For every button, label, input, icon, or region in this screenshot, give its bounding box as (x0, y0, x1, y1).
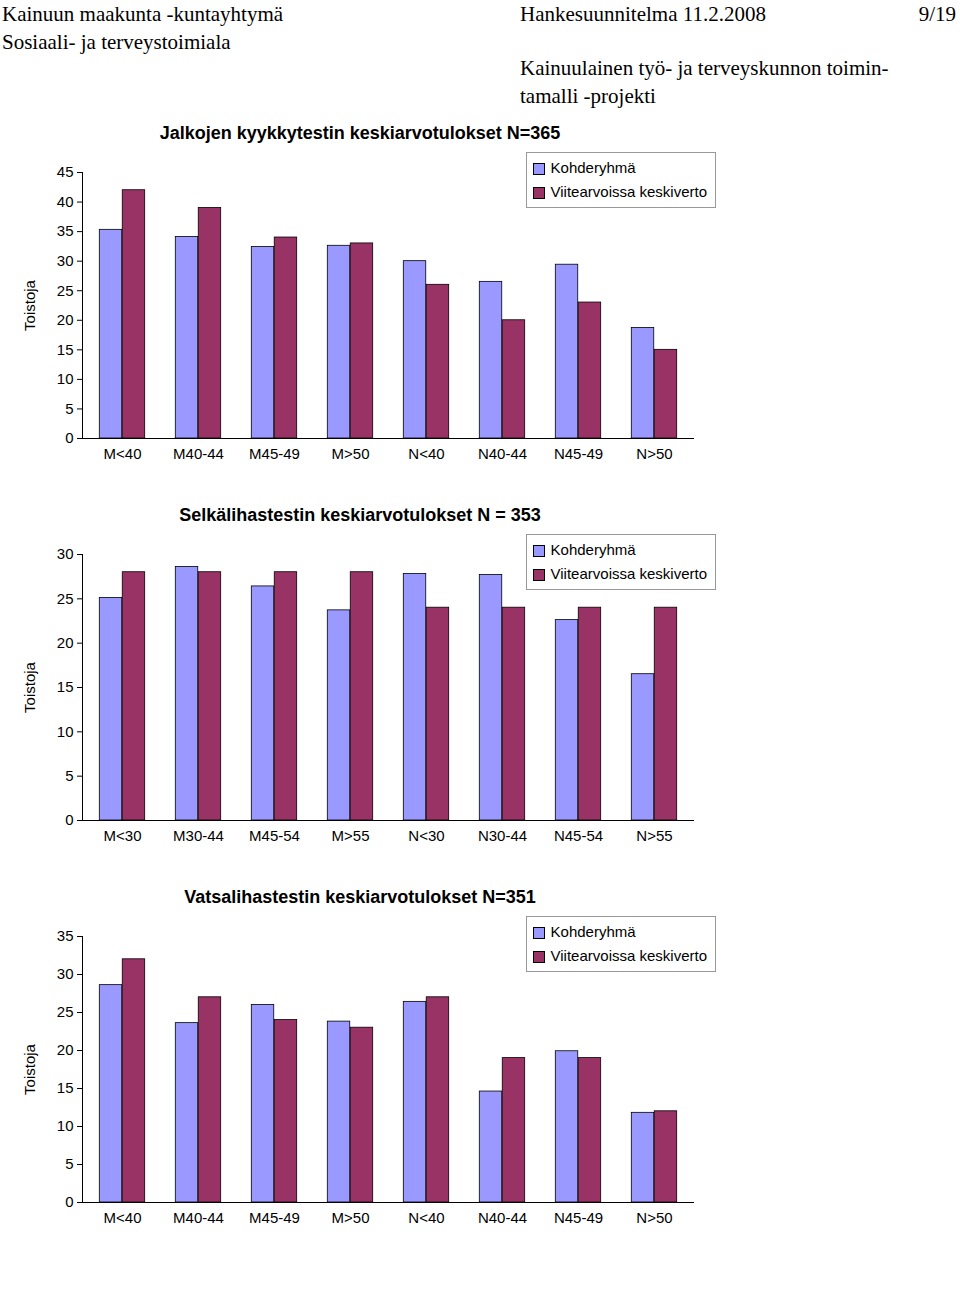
svg-text:M<40: M<40 (104, 1209, 142, 1226)
svg-text:N40-44: N40-44 (478, 1209, 527, 1226)
svg-text:N<30: N<30 (408, 827, 444, 844)
svg-text:M>50: M>50 (332, 1209, 370, 1226)
html-text:Kohderyhmä: Kohderyhmä (550, 923, 636, 940)
svg-text:M>50: M>50 (332, 445, 370, 462)
html-text:Kohderyhmä: Kohderyhmä (550, 541, 636, 558)
svg-text:N<40: N<40 (408, 1209, 444, 1226)
svg-text:N45-49: N45-49 (554, 1209, 603, 1226)
svg-text:5: 5 (65, 767, 73, 784)
svg-text:30: 30 (57, 965, 74, 982)
html-text:Sosiaali- ja terveystoimiala: Sosiaali- ja terveystoimiala (2, 30, 231, 54)
svg-text:M40-44: M40-44 (173, 1209, 224, 1226)
svg-text:N40-44: N40-44 (478, 445, 527, 462)
svg-text:15: 15 (57, 1079, 74, 1096)
svg-text:M>55: M>55 (332, 827, 370, 844)
svg-text:5: 5 (65, 1155, 73, 1172)
svg-text:M<40: M<40 (104, 445, 142, 462)
svg-text:M45-54: M45-54 (249, 827, 300, 844)
svg-text:40: 40 (57, 193, 74, 210)
svg-text:10: 10 (57, 1117, 74, 1134)
svg-text:0: 0 (65, 429, 73, 446)
svg-text:M45-49: M45-49 (249, 445, 300, 462)
html-text:tamalli -projekti: tamalli -projekti (520, 84, 656, 108)
svg-text:M45-49: M45-49 (249, 1209, 300, 1226)
svg-text:30: 30 (57, 252, 74, 269)
svg-text:15: 15 (57, 678, 74, 695)
html-text:Kainuun maakunta -kuntayhtymä: Kainuun maakunta -kuntayhtymä (2, 2, 284, 26)
html-text:Jalkojen kyykkytestin keskiarv: Jalkojen kyykkytestin keskiarvotulokset … (159, 123, 561, 143)
svg-text:N>50: N>50 (636, 445, 672, 462)
svg-text:5: 5 (65, 400, 73, 417)
svg-text:N>55: N>55 (636, 827, 672, 844)
html-text:9/19: 9/19 (918, 2, 956, 26)
html-text:Kainuulainen työ- ja terveysku: Kainuulainen työ- ja terveyskunnon toimi… (520, 56, 889, 80)
svg-text:20: 20 (57, 634, 74, 651)
svg-text:25: 25 (57, 282, 74, 299)
html-text:Viitearvoissa keskiverto: Viitearvoissa keskiverto (550, 947, 707, 964)
svg-text:N30-44: N30-44 (478, 827, 527, 844)
html-text:Vatsalihastestin keskiarvotulo: Vatsalihastestin keskiarvotulokset N=351 (184, 887, 536, 907)
svg-text:M<30: M<30 (104, 827, 142, 844)
svg-text:45: 45 (57, 163, 74, 180)
svg-text:0: 0 (65, 1193, 73, 1210)
svg-text:Toistoja: Toistoja (21, 1043, 38, 1095)
html-text:Kohderyhmä: Kohderyhmä (550, 159, 636, 176)
svg-text:N<40: N<40 (408, 445, 444, 462)
svg-text:20: 20 (57, 311, 74, 328)
html-text:Viitearvoissa keskiverto: Viitearvoissa keskiverto (550, 565, 707, 582)
svg-text:Toistoja: Toistoja (21, 279, 38, 331)
svg-text:10: 10 (57, 370, 74, 387)
svg-text:15: 15 (57, 341, 74, 358)
svg-text:N45-49: N45-49 (554, 445, 603, 462)
html-text:Hankesuunnitelma 11.2.2008: Hankesuunnitelma 11.2.2008 (520, 2, 766, 26)
svg-text:0: 0 (65, 811, 73, 828)
svg-text:N>50: N>50 (636, 1209, 672, 1226)
svg-text:10: 10 (57, 723, 74, 740)
svg-text:M30-44: M30-44 (173, 827, 224, 844)
html-text:Selkälihastestin keskiarvotulo: Selkälihastestin keskiarvotulokset N = 3… (179, 505, 541, 525)
svg-text:20: 20 (57, 1041, 74, 1058)
svg-text:35: 35 (57, 222, 74, 239)
svg-text:25: 25 (57, 1003, 74, 1020)
svg-text:M40-44: M40-44 (173, 445, 224, 462)
svg-text:30: 30 (57, 545, 74, 562)
html-text:Viitearvoissa keskiverto: Viitearvoissa keskiverto (550, 183, 707, 200)
svg-text:25: 25 (57, 590, 74, 607)
svg-text:Toistoja: Toistoja (21, 661, 38, 713)
svg-text:35: 35 (57, 927, 74, 944)
svg-text:N45-54: N45-54 (554, 827, 603, 844)
